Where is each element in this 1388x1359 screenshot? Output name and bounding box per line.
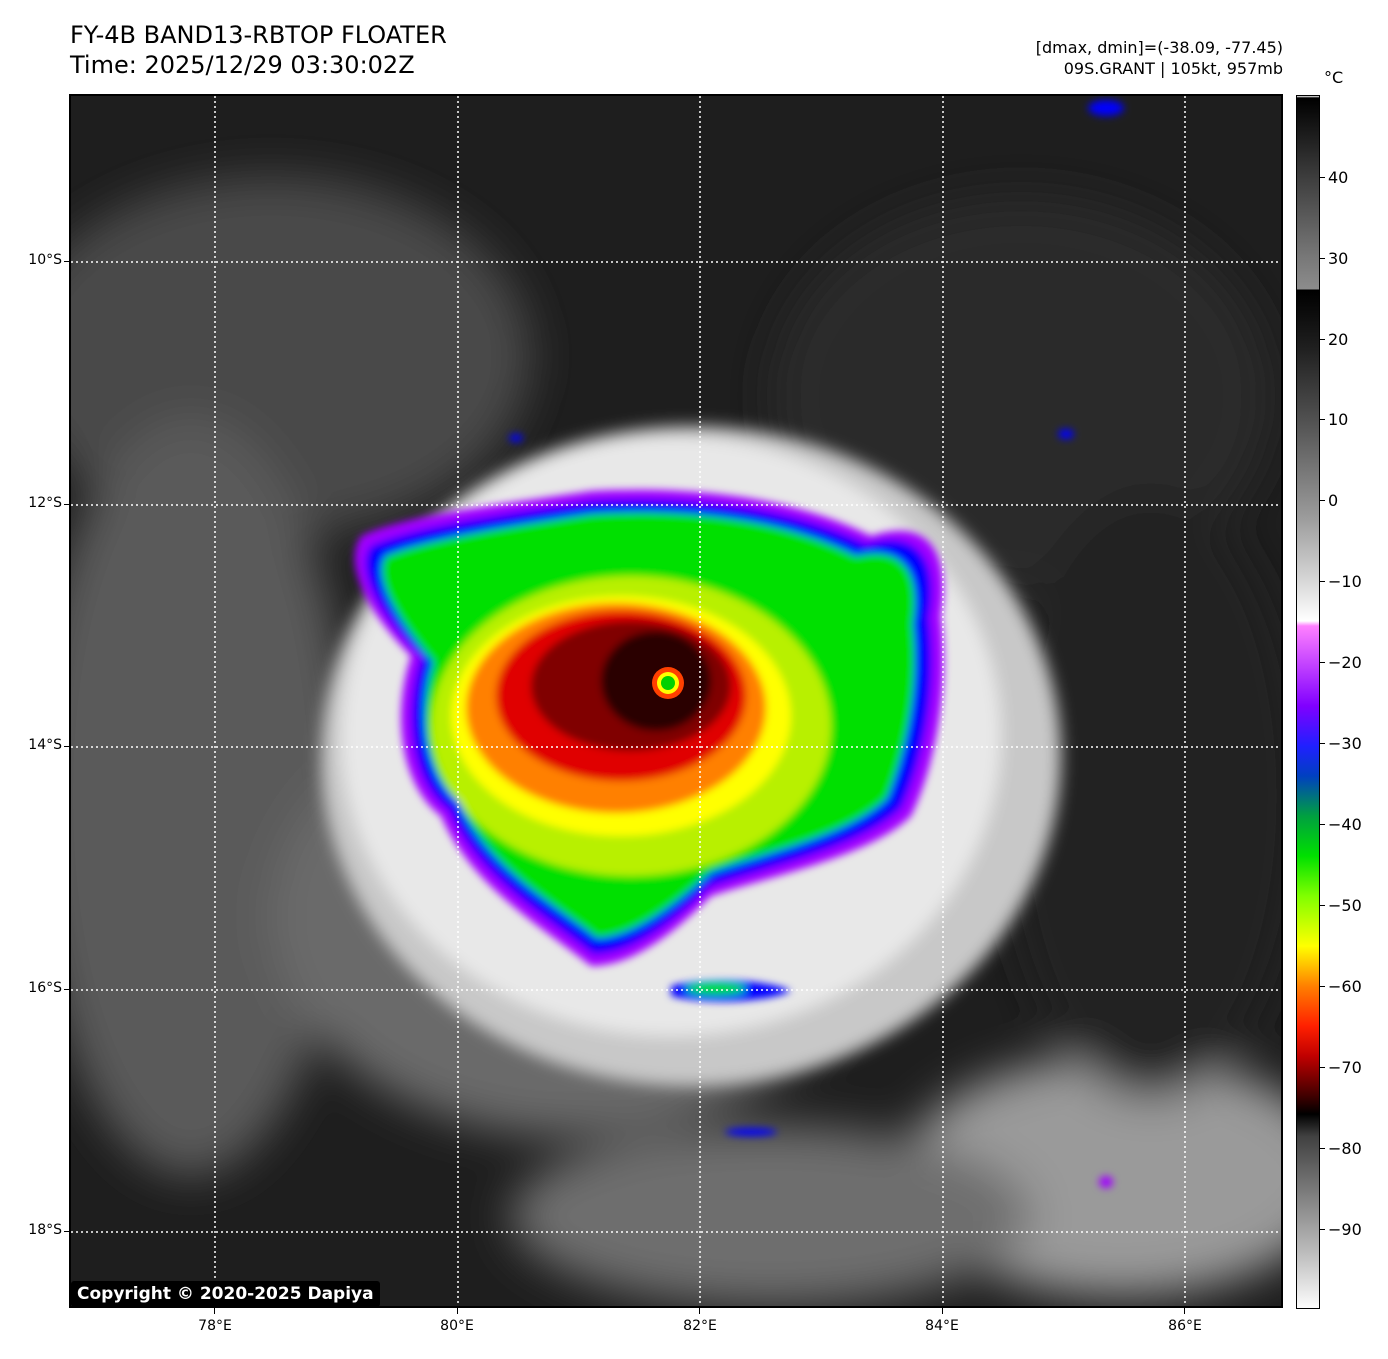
lon-label-80e: 80°E (440, 1318, 474, 1334)
lat-tick (64, 504, 70, 505)
colorbar-label: −40 (1328, 815, 1362, 834)
colorbar-tick (1320, 743, 1325, 744)
colorbar-label: −30 (1328, 734, 1362, 753)
colorbar-tick (1320, 500, 1325, 501)
colorbar-tick (1320, 662, 1325, 663)
satellite-map (69, 94, 1283, 1308)
colorbar-label: 40 (1328, 168, 1349, 187)
lat-tick (64, 989, 70, 990)
lon-tick (214, 1308, 215, 1314)
colorbar-unit: °C (1324, 68, 1344, 87)
lat-tick (64, 746, 70, 747)
map-timestamp: Time: 2025/12/29 03:30:02Z (70, 51, 415, 79)
lon-label-82e: 82°E (683, 1318, 717, 1334)
lat-label-16s: 16°S (28, 980, 62, 996)
lat-tick (64, 261, 70, 262)
colorbar-tick (1320, 986, 1325, 987)
temperature-range-info: [dmax, dmin]=(-38.09, -77.45) (1035, 38, 1283, 57)
colorbar-label: −20 (1328, 653, 1362, 672)
colorbar-label: 0 (1328, 491, 1339, 510)
lat-label-10s: 10°S (28, 252, 62, 268)
colorbar-tick (1320, 339, 1325, 340)
colorbar-label: −80 (1328, 1139, 1362, 1158)
colorbar-label: 10 (1328, 410, 1349, 429)
storm-info: 09S.GRANT | 105kt, 957mb (1063, 59, 1283, 78)
lon-tick (457, 1308, 458, 1314)
colorbar-tick (1320, 419, 1325, 420)
storm-eye (652, 667, 684, 699)
lon-tick (699, 1308, 700, 1314)
copyright-label: Copyright © 2020-2025 Dapiya (71, 1281, 380, 1307)
colorbar-tick (1320, 824, 1325, 825)
rainbands (509, 100, 1124, 1188)
colorbar-tick (1320, 177, 1325, 178)
lon-tick (942, 1308, 943, 1314)
cold-cloud-tops (354, 489, 944, 966)
colorbar-tick (1320, 905, 1325, 906)
colorbar-tick (1320, 581, 1325, 582)
colorbar-label: −50 (1328, 896, 1362, 915)
colorbar-label: −70 (1328, 1058, 1362, 1077)
colorbar-label: −90 (1328, 1220, 1362, 1239)
colorbar-tick (1320, 1067, 1325, 1068)
satellite-imagery (71, 96, 1281, 1306)
colorbar-label: 30 (1328, 249, 1349, 268)
lat-label-14s: 14°S (28, 737, 62, 753)
lon-label-84e: 84°E (925, 1318, 959, 1334)
colorbar-label: −10 (1328, 572, 1362, 591)
map-title: FY-4B BAND13-RBTOP FLOATER (70, 21, 447, 49)
lon-tick (1184, 1308, 1185, 1314)
temperature-colorbar (1296, 95, 1320, 1309)
colorbar-tick (1320, 258, 1325, 259)
lat-label-18s: 18°S (28, 1222, 62, 1238)
lon-label-86e: 86°E (1168, 1318, 1202, 1334)
lat-label-12s: 12°S (28, 495, 62, 511)
colorbar-tick (1320, 1148, 1325, 1149)
lat-tick (64, 1231, 70, 1232)
lon-label-78e: 78°E (198, 1318, 232, 1334)
colorbar-label: 20 (1328, 330, 1349, 349)
colorbar-label: −60 (1328, 977, 1362, 996)
graticule (71, 96, 1281, 1306)
colorbar-tick (1320, 1229, 1325, 1230)
